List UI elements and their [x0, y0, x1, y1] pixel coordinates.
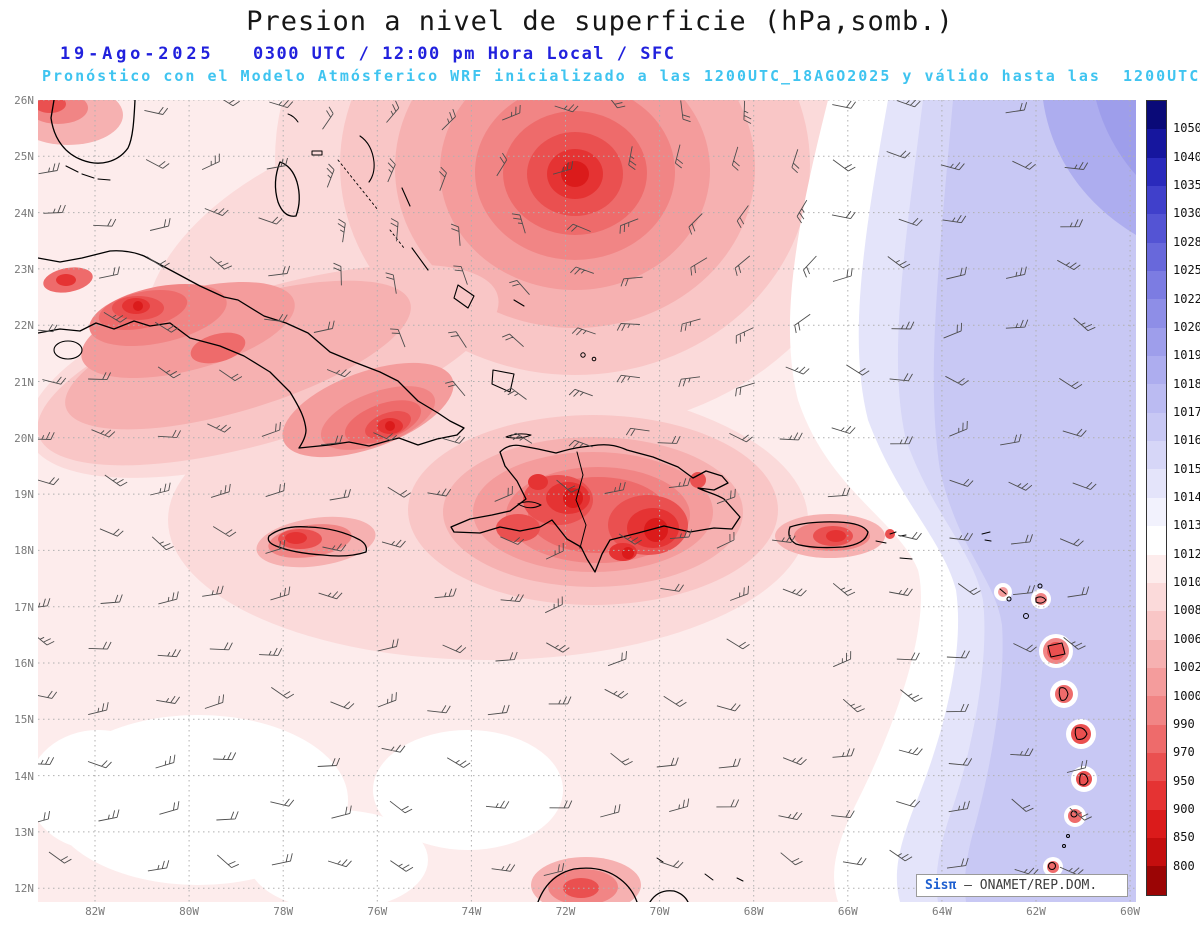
colorbar-tick-label: 1014 — [1173, 490, 1200, 504]
colorbar-tick-label: 1013 — [1173, 518, 1200, 533]
lon-label: 80W — [179, 905, 200, 918]
colorbar-cell — [1147, 384, 1166, 413]
lon-label: 78W — [273, 905, 294, 918]
colorbar-tick-label: 850 — [1173, 830, 1195, 845]
colorbar-tick-label: 970 — [1173, 745, 1195, 760]
wind-barbs — [28, 92, 1097, 877]
colorbar-cell — [1147, 242, 1166, 272]
colorbar-tick-label: 800 — [1173, 858, 1195, 873]
lat-label: 24N — [14, 206, 34, 220]
colorbar-tick-label: 1010 — [1173, 575, 1200, 590]
colorbar-tick-label: 1018 — [1173, 376, 1200, 391]
colorbar-cell — [1147, 582, 1166, 612]
colorbar-tick-label: 1025 — [1173, 263, 1200, 278]
datetime-line: 19-Ago-2025 0300 UTC / 12:00 pm Hora Loc… — [0, 44, 1200, 66]
forecast-time: 0300 UTC / 12:00 pm Hora Local / SFC — [253, 44, 676, 64]
colorbar-tick-label: 1016 — [1173, 433, 1200, 448]
lon-label: 60W — [1120, 905, 1141, 918]
colorbar-tick-label: 1012 — [1173, 546, 1200, 561]
lat-label: 14N — [14, 769, 34, 783]
lat-label: 12N — [14, 882, 34, 896]
colorbar-tick-label: 1006 — [1173, 631, 1200, 646]
colorbar-cell — [1147, 752, 1166, 782]
pressure-shading — [13, 0, 1136, 913]
colorbar-tick-label: 1000 — [1173, 688, 1200, 703]
colorbar-cell — [1147, 356, 1166, 385]
lat-label: 17N — [14, 600, 34, 614]
forecast-date: 19-Ago-2025 — [60, 44, 215, 64]
lon-label: 82W — [85, 905, 105, 918]
page-title: Presion a nivel de superficie (hPa,somb.… — [246, 6, 954, 37]
lat-label: 13N — [14, 825, 34, 839]
colorbar-cell — [1147, 781, 1166, 810]
colorbar-tick-label: 900 — [1173, 801, 1195, 816]
lon-label: 74W — [461, 905, 482, 918]
lat-label: 23N — [14, 262, 34, 276]
lat-label: 15N — [14, 713, 34, 727]
lon-label: 76W — [367, 905, 388, 918]
colorbar-cell — [1147, 809, 1166, 838]
colorbar-cell — [1147, 497, 1166, 527]
lat-label: 26N — [14, 94, 34, 107]
colorbar-cell — [1147, 526, 1166, 555]
colorbar-cell — [1147, 129, 1166, 158]
colorbar-tick-label: 950 — [1173, 773, 1195, 788]
colorbar-tick-label: 1017 — [1173, 404, 1200, 419]
lat-label: 16N — [14, 657, 34, 670]
colorbar-cell — [1147, 271, 1166, 300]
colorbar-cell — [1147, 101, 1166, 130]
colorbar-tick-label: 1028 — [1173, 234, 1200, 249]
colorbar-tick-label: 1020 — [1173, 319, 1200, 334]
colorbar-cell — [1147, 837, 1166, 867]
colorbar-tick-label: 1019 — [1173, 348, 1200, 363]
map-area — [13, 0, 1136, 913]
sispi-logo: Sisπ — [925, 878, 957, 893]
lat-label: 18N — [14, 544, 34, 558]
colorbar-cell — [1147, 696, 1166, 725]
lon-label: 62W — [1026, 905, 1046, 918]
colorbar-tick-label: 1022 — [1173, 291, 1200, 306]
colorbar-cell — [1147, 214, 1166, 243]
model-info-line: Pronóstico con el Modelo Atmósferico WRF… — [42, 67, 1200, 85]
colorbar-tick-label: 1015 — [1173, 461, 1200, 476]
colorbar-cell — [1147, 639, 1166, 668]
colorbar-cell — [1147, 469, 1166, 498]
colorbar-cell — [1147, 611, 1166, 640]
lon-label: 70W — [649, 905, 670, 918]
lat-label: 25N — [14, 150, 34, 164]
pressure-colorbar — [1146, 100, 1167, 896]
colorbar-cell — [1147, 866, 1166, 895]
grid-lines — [38, 99, 1136, 902]
colorbar-tick-label: 1030 — [1173, 206, 1200, 221]
lon-label: 66W — [837, 905, 858, 918]
colorbar-cell — [1147, 554, 1166, 583]
colorbar-tick-label: 1035 — [1173, 178, 1200, 193]
colorbar-cell — [1147, 186, 1166, 215]
colorbar-tick-label: 990 — [1173, 716, 1195, 731]
colorbar-tick-label: 1040 — [1173, 149, 1200, 164]
colorbar-cell — [1147, 327, 1166, 357]
map-canvas — [13, 0, 1136, 913]
colorbar-cell — [1147, 412, 1166, 442]
colorbar-cell — [1147, 441, 1166, 470]
colorbar-cell — [1147, 157, 1166, 187]
lat-label: 22N — [14, 319, 34, 333]
colorbar-cell — [1147, 299, 1166, 328]
lon-label: 68W — [743, 905, 764, 918]
watermark-sispi: Sisπ – ONAMET/REP.DOM. — [916, 874, 1128, 897]
lat-label: 19N — [14, 488, 34, 502]
lon-label: 72W — [555, 905, 576, 918]
colorbar-cell — [1147, 667, 1166, 697]
colorbar-tick-label: 1050 — [1173, 121, 1200, 136]
colorbar-cell — [1147, 724, 1166, 753]
colorbar-tick-label: 1008 — [1173, 603, 1200, 618]
colorbar-tick-label: 1002 — [1173, 660, 1200, 675]
watermark-text: – ONAMET/REP.DOM. — [956, 878, 1098, 893]
lat-label: 20N — [14, 431, 34, 445]
lon-label: 64W — [931, 905, 952, 918]
lat-label: 21N — [14, 375, 34, 389]
